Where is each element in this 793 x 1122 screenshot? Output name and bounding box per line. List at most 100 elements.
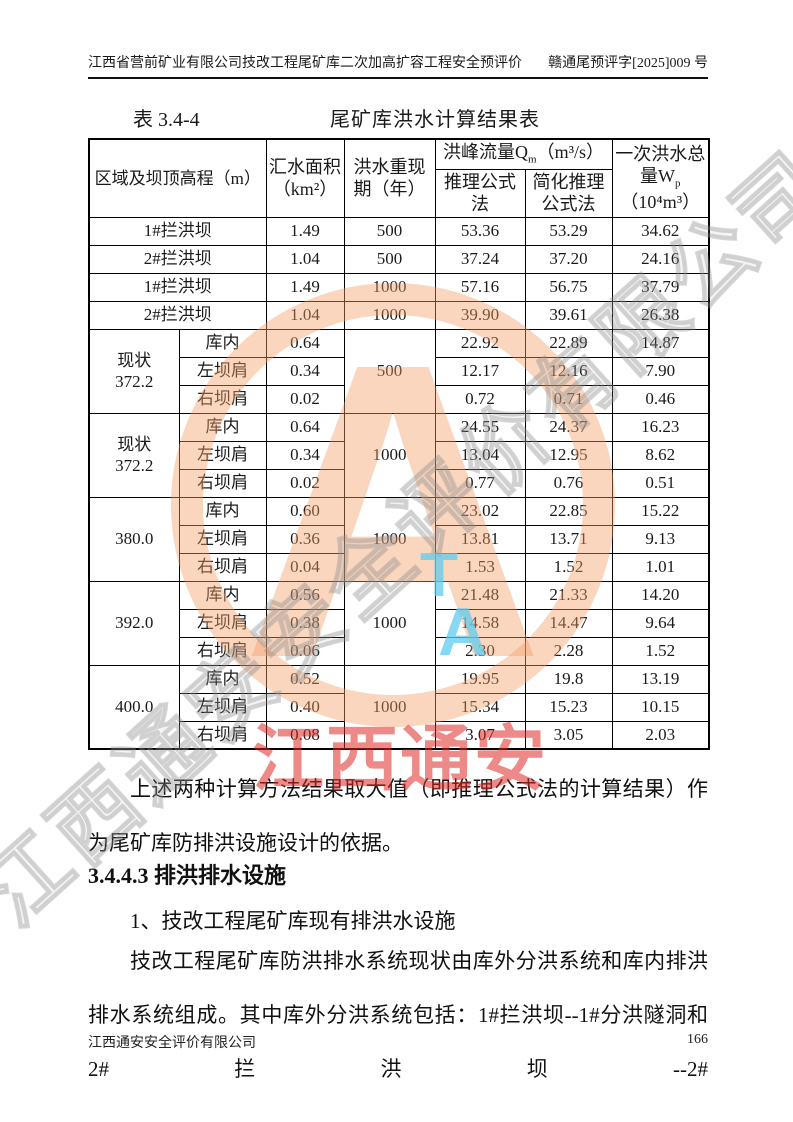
col-header-rational: 推理公式法 bbox=[434, 168, 526, 218]
volume-label: 一次洪水总量W bbox=[615, 143, 706, 187]
table-caption: 表 3.4-4 尾矿库洪水计算结果表 bbox=[88, 103, 708, 133]
header-row-1: 区域及坝顶高程（m） 汇水面积（km²） 洪水重现期（年） 洪峰流量Qm（m³/… bbox=[88, 138, 710, 218]
cell-q-rational: 21.48 bbox=[434, 580, 526, 610]
flood-results-table: 区域及坝顶高程（m） 汇水面积（km²） 洪水重现期（年） 洪峰流量Qm（m³/… bbox=[88, 138, 711, 750]
cell-area: 0.02 bbox=[265, 384, 345, 414]
table-row: 左坝肩 0.34 12.17 12.16 7.90 bbox=[89, 356, 710, 386]
footer-company-name: 江西通安安全评价有限公司 bbox=[88, 1036, 256, 1051]
cell-volume: 9.64 bbox=[611, 608, 710, 638]
cell-q-rational: 24.55 bbox=[434, 412, 526, 442]
cell-area: 0.52 bbox=[265, 664, 345, 694]
header-row-2: 推理公式法 简化推理公式法 bbox=[89, 168, 709, 218]
table-title: 尾矿库洪水计算结果表 bbox=[330, 109, 540, 131]
table-row: 2#拦洪坝 1.04 500 37.24 37.20 24.16 bbox=[88, 244, 710, 274]
cell-q-simplified: 22.89 bbox=[524, 328, 613, 358]
col-header-volume: 一次洪水总量Wp （10⁴m³） bbox=[611, 138, 710, 218]
cell-volume: 37.79 bbox=[611, 272, 710, 302]
table-row: 400.0 库内 0.52 1000 19.95 19.8 13.19 bbox=[88, 664, 710, 750]
cell-q-simplified: 37.20 bbox=[524, 244, 613, 274]
cell-volume: 13.19 bbox=[611, 664, 710, 694]
cell-q-simplified: 13.71 bbox=[524, 524, 613, 554]
group-label-line1: 380.0 bbox=[115, 529, 154, 549]
col-header-period: 洪水重现期（年） bbox=[343, 138, 436, 218]
cell-q-rational: 3.07 bbox=[434, 720, 526, 750]
volume-subscript: p bbox=[675, 177, 681, 190]
cell-part: 左坝肩 bbox=[178, 440, 267, 470]
peak-flow-unit: （m³/s） bbox=[536, 142, 604, 163]
cell-period: 1000 bbox=[343, 412, 436, 498]
cell-q-rational: 15.34 bbox=[434, 692, 526, 722]
group-label-line1: 392.0 bbox=[115, 613, 154, 633]
cell-q-simplified: 39.61 bbox=[524, 300, 613, 330]
cell-q-rational: 22.92 bbox=[434, 328, 526, 358]
cell-area: 0.02 bbox=[265, 468, 345, 498]
cell-area: 0.08 bbox=[265, 720, 345, 750]
page-number: 166 bbox=[687, 1032, 708, 1047]
cell-part: 左坝肩 bbox=[178, 608, 267, 638]
cell-volume: 8.62 bbox=[611, 440, 710, 470]
cell-area: 0.06 bbox=[265, 636, 345, 666]
cell-area: 1.04 bbox=[265, 300, 345, 330]
cell-part: 库内 bbox=[178, 328, 267, 358]
table-row: 380.0 库内 0.60 1000 23.02 22.85 15.22 bbox=[88, 496, 710, 582]
cell-volume: 34.62 bbox=[611, 216, 710, 246]
table-row: 右坝肩 0.04 1.53 1.52 1.01 bbox=[89, 552, 710, 582]
volume-unit: （10⁴m³） bbox=[620, 192, 701, 213]
cell-volume: 9.13 bbox=[611, 524, 710, 554]
paragraph-system-description: 技改工程尾矿库防洪排水系统现状由库外分洪系统和库内排洪排水系统组成。其中库外分洪… bbox=[88, 949, 708, 1081]
cell-q-rational: 57.16 bbox=[434, 272, 526, 302]
cell-q-simplified: 1.52 bbox=[524, 552, 613, 582]
cell-area: 0.40 bbox=[265, 692, 345, 722]
cell-period: 1000 bbox=[343, 496, 436, 582]
col-header-peak-flow: 洪峰流量Qm（m³/s） bbox=[434, 138, 613, 170]
cell-area: 1.49 bbox=[265, 216, 345, 246]
cell-q-rational: 19.95 bbox=[434, 664, 526, 694]
cell-group-label: 400.0 bbox=[88, 664, 180, 750]
peak-flow-subscript: m bbox=[528, 153, 537, 166]
paragraph-subitem: 1、技改工程尾矿库现有排洪水设施 bbox=[130, 909, 456, 933]
cell-q-rational: 1.53 bbox=[434, 552, 526, 582]
cell-group-label: 现状 372.2 bbox=[88, 412, 180, 498]
table-number: 表 3.4-4 bbox=[133, 109, 200, 131]
cell-q-simplified: 2.28 bbox=[524, 636, 613, 666]
table-row: 左坝肩 0.40 15.34 15.23 10.15 bbox=[89, 692, 710, 722]
cell-q-rational: 53.36 bbox=[434, 216, 526, 246]
table-row: 1#拦洪坝 1.49 500 53.36 53.29 34.62 bbox=[88, 216, 710, 246]
group-label-line1: 现状 bbox=[117, 434, 152, 454]
cell-q-rational: 12.17 bbox=[434, 356, 526, 386]
cell-q-simplified: 15.23 bbox=[524, 692, 613, 722]
table-row: 左坝肩 0.34 13.04 12.95 8.62 bbox=[89, 440, 710, 470]
cell-period: 1000 bbox=[343, 300, 436, 330]
cell-period: 500 bbox=[343, 328, 436, 414]
cell-q-simplified: 12.95 bbox=[524, 440, 613, 470]
cell-q-rational: 23.02 bbox=[434, 496, 526, 526]
cell-part: 左坝肩 bbox=[178, 356, 267, 386]
cell-area: 0.56 bbox=[265, 580, 345, 610]
cell-volume: 16.23 bbox=[611, 412, 710, 442]
cell-area: 0.64 bbox=[265, 328, 345, 358]
table-row: 左坝肩 0.38 14.58 14.47 9.64 bbox=[89, 608, 710, 638]
cell-part: 库内 bbox=[178, 580, 267, 610]
cell-group-label: 380.0 bbox=[88, 496, 180, 582]
cell-area: 0.34 bbox=[265, 356, 345, 386]
cell-volume: 1.01 bbox=[611, 552, 710, 582]
group-label-line1: 现状 bbox=[117, 350, 152, 370]
cell-q-rational: 0.72 bbox=[434, 384, 526, 414]
col-header-simplified: 简化推理公式法 bbox=[524, 168, 613, 218]
cell-volume: 2.03 bbox=[611, 720, 710, 750]
cell-region: 2#拦洪坝 bbox=[88, 244, 267, 274]
cell-period: 500 bbox=[343, 244, 436, 274]
cell-period: 500 bbox=[343, 216, 436, 246]
cell-part: 左坝肩 bbox=[178, 692, 267, 722]
page-header: 江西省营前矿业有限公司技改工程尾矿库二次加高扩容工程安全预评价 赣通尾预评字[2… bbox=[88, 52, 708, 79]
cell-part: 左坝肩 bbox=[178, 524, 267, 554]
cell-q-simplified: 21.33 bbox=[524, 580, 613, 610]
cell-q-simplified: 53.29 bbox=[524, 216, 613, 246]
cell-volume: 0.51 bbox=[611, 468, 710, 498]
cell-q-simplified: 0.71 bbox=[524, 384, 613, 414]
page-footer: 江西通安安全评价有限公司 166 bbox=[88, 1032, 708, 1052]
table-row: 1#拦洪坝 1.49 1000 57.16 56.75 37.79 bbox=[88, 272, 710, 302]
cell-region: 1#拦洪坝 bbox=[88, 216, 267, 246]
section-heading: 3.4.4.3 排洪排水设施 bbox=[88, 863, 287, 888]
cell-volume: 14.20 bbox=[611, 580, 710, 610]
